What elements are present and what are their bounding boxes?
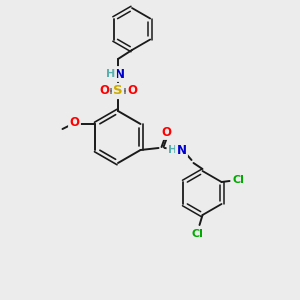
Text: Cl: Cl xyxy=(232,175,244,185)
Text: H: H xyxy=(106,69,116,79)
Text: Cl: Cl xyxy=(192,229,203,239)
Text: N: N xyxy=(115,68,125,80)
Text: O: O xyxy=(127,85,137,98)
Text: O: O xyxy=(161,125,172,139)
Text: O: O xyxy=(99,85,109,98)
Text: S: S xyxy=(113,85,123,98)
Text: O: O xyxy=(70,116,80,130)
Text: N: N xyxy=(176,143,187,157)
Text: H: H xyxy=(168,145,177,155)
